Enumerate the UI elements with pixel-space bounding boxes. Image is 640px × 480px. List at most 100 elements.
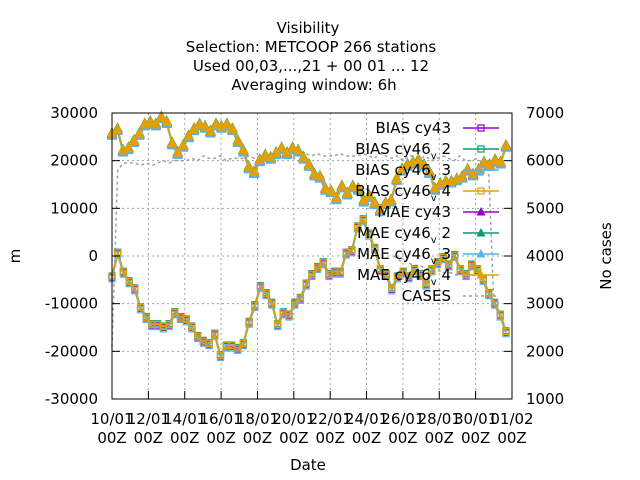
legend-swatch-marker — [476, 228, 486, 237]
series-point — [451, 251, 459, 259]
series-point — [352, 182, 364, 193]
x-tick-label-date: 12/01 — [127, 410, 170, 428]
legend-swatch-marker — [477, 166, 485, 174]
y2-tick-label: 5000 — [526, 199, 564, 217]
grid-lines — [112, 113, 512, 399]
series-point — [439, 254, 447, 262]
series-point — [268, 299, 276, 307]
series-point — [142, 313, 150, 321]
legend-swatch-marker — [476, 207, 486, 216]
series-point — [411, 265, 419, 274]
legend-label: BIAS cy46v 2 — [355, 140, 451, 162]
series-point — [303, 158, 315, 169]
y2-tick-label: 2000 — [526, 342, 564, 360]
series-point — [391, 172, 402, 184]
series-point — [216, 351, 225, 359]
series-point — [248, 165, 260, 176]
legend-swatch-marker — [477, 145, 485, 153]
legend-swatch-marker — [477, 124, 485, 132]
y-tick-label: 20000 — [50, 152, 98, 170]
series-point — [363, 189, 375, 200]
series-point — [500, 139, 512, 150]
series-layer — [106, 110, 512, 362]
legend-label: BIAS cy46v 3 — [355, 161, 451, 183]
chart-title: Visibility Selection: METCOOP 266 statio… — [186, 19, 437, 94]
title-line-4: Averaging window: 6h — [231, 76, 396, 94]
series-point — [382, 270, 390, 278]
legend-label: CASES — [402, 287, 451, 305]
series-point — [478, 156, 490, 167]
series-point — [473, 265, 482, 274]
series-point — [136, 304, 145, 312]
series-point — [265, 151, 277, 162]
y-tick-label: -10000 — [45, 295, 98, 313]
series-point — [308, 270, 316, 278]
series-point — [405, 273, 413, 281]
series-point — [336, 180, 348, 191]
series-point — [243, 161, 255, 172]
x-tick-label-date: 16/01 — [199, 410, 242, 428]
series-point — [353, 223, 362, 231]
series-point — [285, 311, 293, 319]
series-point — [123, 141, 134, 153]
y2-tick-label: 4000 — [526, 247, 564, 265]
x-tick-label-date: 18/01 — [236, 410, 279, 428]
x-tick-label-time: 00Z — [243, 429, 272, 447]
series-point — [177, 139, 189, 150]
series-point — [296, 294, 305, 302]
legend-label: BIAS cy43 — [376, 119, 451, 137]
series-point — [424, 165, 435, 176]
series-point — [128, 134, 140, 145]
series-point — [112, 122, 123, 133]
x-tick-label-time: 00Z — [497, 429, 526, 447]
x-tick-label-time: 00Z — [425, 429, 454, 447]
y-tick-label: 0 — [88, 247, 98, 265]
x-tick-label-time: 00Z — [97, 429, 126, 447]
series-point — [183, 130, 194, 141]
y-tick-label: -20000 — [45, 342, 98, 360]
series-point — [144, 115, 156, 126]
series-point — [418, 158, 430, 169]
series-point — [313, 263, 322, 271]
x-tick-label-date: 28/01 — [418, 410, 461, 428]
x-tick-label-time: 00Z — [352, 429, 381, 447]
series-point — [445, 261, 453, 269]
series-point — [502, 327, 510, 336]
series-point — [171, 308, 179, 317]
series-point — [155, 110, 167, 122]
series-point — [325, 184, 337, 195]
series-point — [467, 168, 479, 179]
x-tick-label-date: 30/01 — [454, 410, 497, 428]
legend-swatch-marker — [476, 270, 486, 279]
series-point — [385, 194, 397, 205]
title-line-3: Used 00,03,...,21 + 00 01 ... 12 — [193, 57, 429, 75]
series-point — [489, 153, 501, 164]
series-point — [371, 244, 379, 252]
x-tick-label-date: 26/01 — [381, 410, 424, 428]
series-point — [262, 289, 270, 298]
title-line-1: Visibility — [277, 19, 340, 37]
x-tick-label-time: 00Z — [279, 429, 308, 447]
legend-label: MAE cy46v 4 — [357, 266, 451, 288]
series-point — [347, 180, 359, 191]
series-point — [119, 268, 128, 276]
series-point — [468, 261, 476, 269]
series-point — [251, 301, 259, 309]
legend-label: MAE cy46v 3 — [357, 245, 451, 267]
series-point — [495, 156, 506, 167]
legend-swatch-marker — [476, 249, 486, 258]
series-point — [309, 168, 320, 179]
series-point — [433, 258, 442, 267]
series-point — [484, 158, 495, 169]
y2-tick-label: 6000 — [526, 152, 564, 170]
series-point — [194, 332, 202, 340]
series-point — [205, 339, 213, 348]
series-point — [413, 153, 424, 164]
series-point — [302, 280, 310, 288]
y2-tick-label: 7000 — [526, 104, 564, 122]
series-point — [399, 268, 407, 276]
series-point — [314, 170, 326, 181]
series-point — [205, 125, 216, 136]
y2-axis-label: No cases — [597, 222, 615, 290]
